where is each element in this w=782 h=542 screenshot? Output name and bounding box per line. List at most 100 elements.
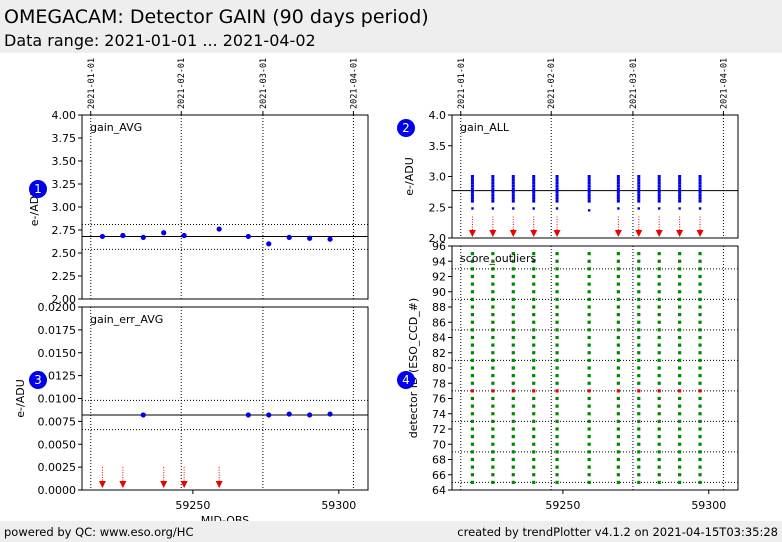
detector-point xyxy=(616,343,620,347)
y-tick-label: 3.25 xyxy=(52,178,77,191)
gain-point xyxy=(637,178,641,182)
detector-point xyxy=(678,252,682,256)
date-tick-label: 2021-04-01 xyxy=(349,58,359,109)
detector-point xyxy=(491,274,495,279)
detector-point xyxy=(637,305,641,309)
y-tick-label: 0.0000 xyxy=(38,484,77,497)
panel-label-3: gain_err_AVG xyxy=(90,313,163,326)
outlier-arrow-head xyxy=(215,481,223,488)
gain-low-point xyxy=(555,207,559,210)
y-tick-label: 76 xyxy=(432,393,446,406)
detector-point xyxy=(698,259,702,263)
detector-point xyxy=(532,473,536,477)
detector-point xyxy=(587,480,591,484)
detector-point xyxy=(678,351,682,355)
detector-point xyxy=(637,351,641,355)
detector-point xyxy=(470,427,475,431)
detector-point xyxy=(511,358,515,362)
gain-low-point xyxy=(532,207,535,210)
outlier-arrow-head xyxy=(119,481,127,488)
detector-point xyxy=(616,290,620,294)
x-tick-label: 59300 xyxy=(691,499,726,512)
detector-point xyxy=(678,457,682,462)
detector-point xyxy=(698,404,702,408)
detector-point xyxy=(637,381,641,385)
detector-point xyxy=(555,259,559,263)
detector-point xyxy=(511,313,515,317)
detector-point xyxy=(532,465,536,469)
gain-point xyxy=(616,181,620,185)
detector-point xyxy=(587,465,591,469)
detector-point xyxy=(657,313,661,317)
plot-number-badge-1 xyxy=(29,180,47,198)
y-axis-label-4: detector ID (ESO_CCD_#) xyxy=(407,298,420,438)
detector-point xyxy=(657,358,661,362)
gain-point xyxy=(555,175,559,178)
gain-point xyxy=(511,196,515,200)
data-point xyxy=(307,412,313,418)
gain-point xyxy=(532,193,536,197)
detector-point xyxy=(698,282,702,286)
gain-point xyxy=(657,190,661,194)
gain-point xyxy=(491,184,495,188)
detector-point xyxy=(587,435,591,439)
detector-point xyxy=(511,252,515,256)
data-point xyxy=(286,411,292,417)
detector-point xyxy=(637,442,641,446)
data-point xyxy=(327,411,333,417)
detector-point xyxy=(491,252,495,256)
detector-point xyxy=(491,435,495,439)
detector-point xyxy=(555,358,559,362)
detector-point xyxy=(491,374,495,378)
outlier-arrow-head xyxy=(614,230,622,237)
detector-point xyxy=(616,381,620,385)
y-tick-label: 86 xyxy=(432,316,446,329)
detector-point xyxy=(555,328,559,332)
gain-point xyxy=(616,187,620,191)
gain-low-point xyxy=(698,207,702,210)
detector-point xyxy=(587,351,591,355)
detector-point xyxy=(511,465,515,469)
detector-point xyxy=(657,335,661,340)
detector-point xyxy=(511,335,515,340)
data-point xyxy=(181,232,187,239)
detector-point xyxy=(637,465,641,469)
detector-point xyxy=(616,374,620,378)
detector-point xyxy=(678,427,682,431)
detector-point xyxy=(637,267,641,271)
gain-point xyxy=(491,199,495,203)
detector-point xyxy=(555,427,559,431)
y-tick-label: 2.75 xyxy=(52,224,77,237)
outlier-detector-point xyxy=(511,389,515,393)
detector-point xyxy=(555,267,559,271)
detector-point xyxy=(616,351,620,355)
detector-point xyxy=(491,305,495,309)
gain-point xyxy=(511,199,515,203)
gain-point xyxy=(698,199,702,203)
detector-point xyxy=(470,305,475,309)
detector-point xyxy=(491,335,495,340)
y-tick-label: 70 xyxy=(432,438,446,451)
detector-point xyxy=(555,419,559,423)
data-point xyxy=(266,241,272,247)
detector-point xyxy=(616,480,620,484)
detector-point xyxy=(678,480,682,484)
detector-point xyxy=(637,343,641,347)
detector-point xyxy=(491,396,495,401)
detector-point xyxy=(511,320,515,324)
detector-point xyxy=(678,320,682,324)
outlier-detector-point xyxy=(657,389,661,393)
detector-point xyxy=(698,412,702,416)
detector-point xyxy=(511,282,515,286)
date-tick-label: 2021-02-01 xyxy=(177,58,187,109)
outlier-arrow-head xyxy=(553,230,561,237)
plot-number-badge-4 xyxy=(397,371,415,389)
y-tick-label: 4.0 xyxy=(429,109,447,122)
detector-point xyxy=(616,450,620,454)
gain-point xyxy=(678,184,682,188)
detector-point xyxy=(678,305,682,309)
data-point xyxy=(140,234,146,240)
date-tick-label: 2021-01-01 xyxy=(87,58,97,109)
detector-point xyxy=(511,442,515,446)
